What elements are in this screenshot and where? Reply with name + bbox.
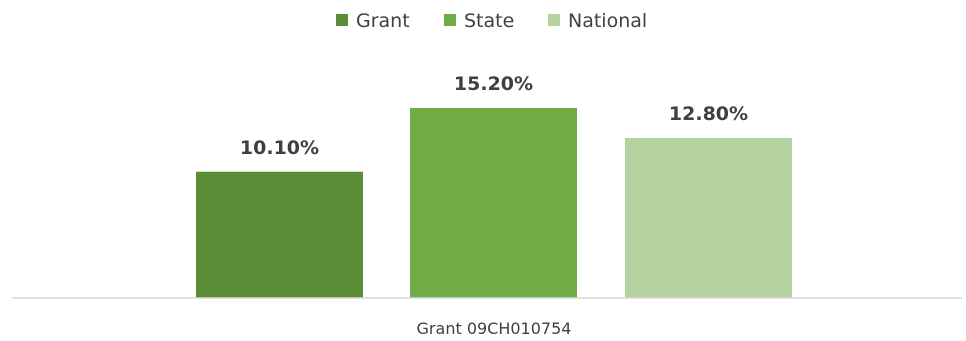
legend-swatch-grant xyxy=(336,14,348,26)
data-label-grant: 10.10% xyxy=(240,137,319,159)
legend-swatch-national xyxy=(548,14,560,26)
data-label-national: 12.80% xyxy=(669,103,748,125)
x-tick-label: Grant 09CH010754 xyxy=(417,319,572,338)
legend-swatch-state xyxy=(444,14,456,26)
data-labels: 10.10% 15.20% 12.80% xyxy=(240,73,748,159)
data-label-state: 15.20% xyxy=(454,73,533,95)
legend-label-grant: Grant xyxy=(356,10,410,32)
bar-state xyxy=(410,108,577,298)
bar-group xyxy=(196,108,792,298)
bar-grant xyxy=(196,171,363,298)
chart-legend: Grant State National xyxy=(336,10,647,32)
legend-label-national: National xyxy=(568,10,647,32)
bar-national xyxy=(625,138,792,298)
legend-label-state: State xyxy=(464,10,514,32)
